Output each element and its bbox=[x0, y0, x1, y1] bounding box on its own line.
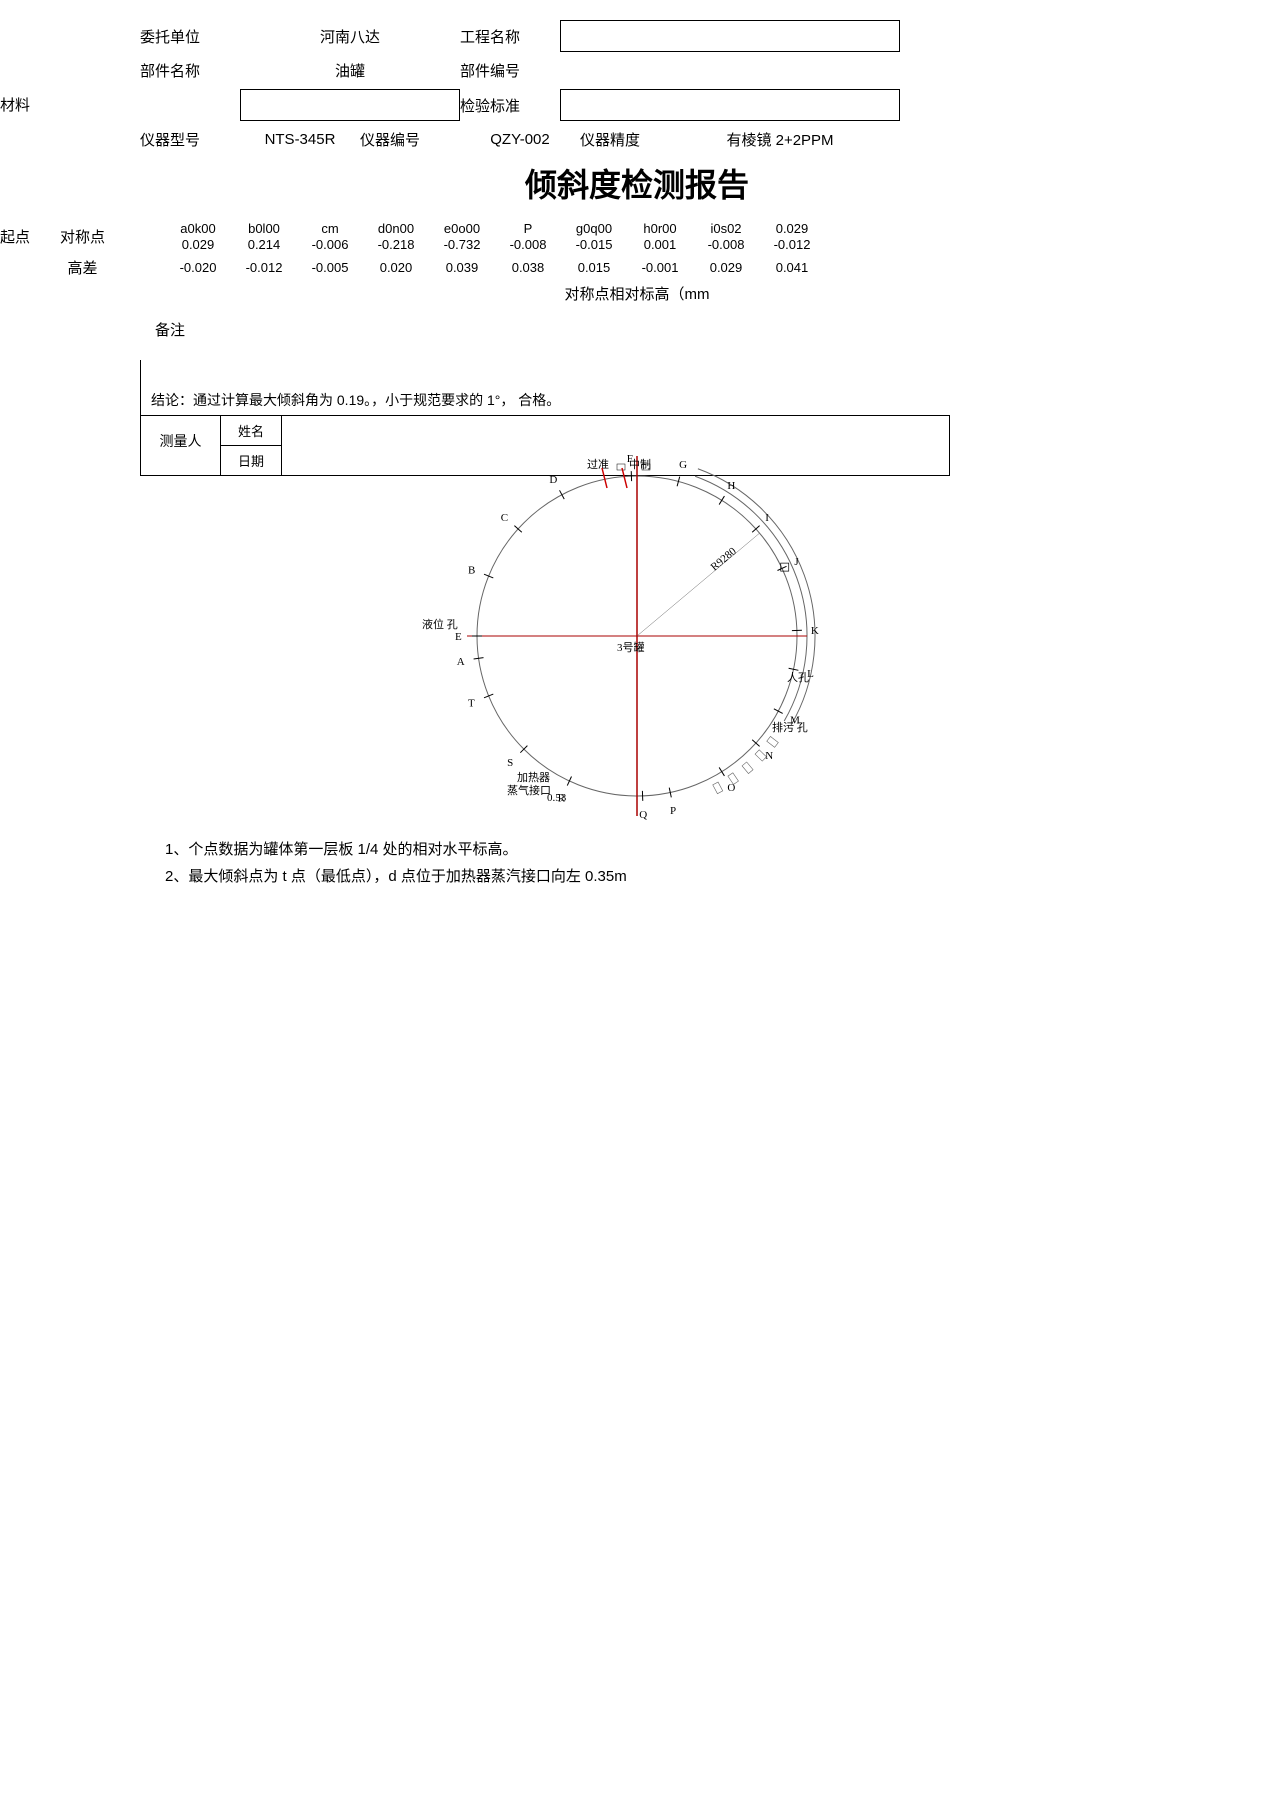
svg-text:S: S bbox=[507, 757, 513, 769]
svg-text:Q: Q bbox=[639, 809, 647, 821]
header-row-1: 委托单位 河南八达 工程名称 bbox=[0, 20, 1274, 52]
start-label: 起点 bbox=[0, 226, 30, 247]
dcell-5: 0.038 bbox=[495, 260, 561, 276]
instacc-label: 仪器精度 bbox=[580, 129, 680, 150]
dcell-4: 0.039 bbox=[429, 260, 495, 276]
svg-text:P: P bbox=[670, 805, 676, 817]
remark-label: 备注 bbox=[155, 319, 1274, 340]
person-fields: 姓名 日期 bbox=[221, 416, 281, 475]
date-field-label: 日期 bbox=[221, 446, 281, 475]
svg-text:F: F bbox=[627, 453, 633, 465]
data-table: 起点 对称点 a0k000.029 b0l000.214 cm-0.006 d0… bbox=[0, 221, 1274, 278]
data-row-sym: 起点 对称点 a0k000.029 b0l000.214 cm-0.006 d0… bbox=[0, 221, 1274, 252]
svg-text:K: K bbox=[811, 625, 819, 637]
svg-text:R9280: R9280 bbox=[709, 545, 740, 573]
name-field-label: 姓名 bbox=[221, 416, 281, 446]
svg-text:T: T bbox=[468, 698, 475, 710]
svg-text:D: D bbox=[549, 474, 557, 486]
dcell-1: -0.012 bbox=[231, 260, 297, 276]
instmodel-value: NTS-345R bbox=[240, 131, 360, 148]
cell-1: b0l000.214 bbox=[231, 221, 297, 252]
instmodel-label: 仪器型号 bbox=[140, 129, 240, 150]
svg-text:0.53: 0.53 bbox=[547, 792, 567, 804]
svg-text:A: A bbox=[457, 656, 465, 668]
cell-3: d0n00-0.218 bbox=[363, 221, 429, 252]
partname-value: 油罐 bbox=[240, 60, 460, 81]
diagram-svg: R92803号罐过准中制PQRSTAEBCDFGHIJKLMNO液位 孔加热器蒸… bbox=[287, 446, 987, 826]
diff-label: 高差 bbox=[0, 257, 165, 278]
svg-text:J: J bbox=[794, 556, 799, 568]
dcell-8: 0.029 bbox=[693, 260, 759, 276]
partno-label: 部件编号 bbox=[460, 60, 560, 81]
cell-9: 0.029-0.012 bbox=[759, 221, 825, 252]
conclusion-text: 结论：通过计算最大倾斜角为 0.19。，小于规范要求的 1°， 合格。 bbox=[151, 390, 950, 410]
svg-text:液位 孔: 液位 孔 bbox=[422, 617, 458, 631]
dcell-6: 0.015 bbox=[561, 260, 627, 276]
svg-text:I: I bbox=[765, 512, 769, 524]
material-box bbox=[240, 89, 460, 121]
dcell-2: -0.005 bbox=[297, 260, 363, 276]
svg-text:N: N bbox=[765, 750, 773, 762]
svg-text:过准: 过准 bbox=[587, 458, 609, 471]
svg-text:B: B bbox=[468, 565, 475, 577]
cell-5: P-0.008 bbox=[495, 221, 561, 252]
svg-text:排污 孔: 排污 孔 bbox=[772, 720, 808, 734]
svg-text:人孔: 人孔 bbox=[787, 671, 809, 684]
cell-2: cm-0.006 bbox=[297, 221, 363, 252]
note-1: 1、个点数据为罐体第一层板 1/4 处的相对水平标高。 bbox=[165, 836, 1274, 863]
header-row-4: 仪器型号 NTS-345R 仪器编号 QZY-002 仪器精度 有棱镜 2+2P… bbox=[0, 129, 1274, 150]
table-caption: 对称点相对标高（mm bbox=[0, 283, 1274, 304]
project-label: 工程名称 bbox=[460, 26, 560, 47]
instno-label: 仪器编号 bbox=[360, 129, 460, 150]
dcell-9: 0.041 bbox=[759, 260, 825, 276]
dcell-7: -0.001 bbox=[627, 260, 693, 276]
svg-text:加热器: 加热器 bbox=[517, 771, 550, 784]
project-box bbox=[560, 20, 900, 52]
partname-label: 部件名称 bbox=[140, 60, 240, 81]
svg-text:蒸气接口: 蒸气接口 bbox=[507, 783, 551, 797]
svg-text:H: H bbox=[727, 480, 735, 492]
dcell-0: -0.020 bbox=[165, 260, 231, 276]
cell-6: g0q00-0.015 bbox=[561, 221, 627, 252]
header-row-3: 材料 检验标准 bbox=[0, 89, 1274, 121]
standard-label: 检验标准 bbox=[460, 95, 560, 116]
cell-8: i0s02-0.008 bbox=[693, 221, 759, 252]
instacc-value: 有棱镜 2+2PPM bbox=[680, 129, 880, 150]
report-page: 委托单位 河南八达 工程名称 部件名称 油罐 部件编号 材料 检验标准 仪器型号… bbox=[0, 20, 1274, 890]
cell-0: a0k000.029 bbox=[165, 221, 231, 252]
notes: 1、个点数据为罐体第一层板 1/4 处的相对水平标高。 2、最大倾斜点为 t 点… bbox=[165, 836, 1274, 890]
person-label: 测量人 bbox=[141, 416, 221, 475]
data-row-diff: 高差 -0.020 -0.012 -0.005 0.020 0.039 0.03… bbox=[0, 257, 1274, 278]
report-title: 倾斜度检测报告 bbox=[0, 160, 1274, 206]
svg-text:G: G bbox=[679, 459, 687, 471]
cell-7: h0r000.001 bbox=[627, 221, 693, 252]
material-label: 材料 bbox=[0, 94, 30, 115]
client-label: 委托单位 bbox=[140, 26, 240, 47]
svg-text:3号罐: 3号罐 bbox=[617, 641, 645, 654]
standard-box bbox=[560, 89, 900, 121]
dcell-3: 0.020 bbox=[363, 260, 429, 276]
cell-4: e0o00-0.732 bbox=[429, 221, 495, 252]
header-row-2: 部件名称 油罐 部件编号 bbox=[0, 60, 1274, 81]
svg-text:E: E bbox=[455, 631, 462, 643]
note-2: 2、最大倾斜点为 t 点（最低点），d 点位于加热器蒸汽接口向左 0.35m bbox=[165, 863, 1274, 890]
svg-text:C: C bbox=[501, 512, 508, 524]
instno-value: QZY-002 bbox=[460, 131, 580, 148]
tank-diagram: R92803号罐过准中制PQRSTAEBCDFGHIJKLMNO液位 孔加热器蒸… bbox=[287, 446, 987, 826]
client-value: 河南八达 bbox=[240, 26, 460, 47]
